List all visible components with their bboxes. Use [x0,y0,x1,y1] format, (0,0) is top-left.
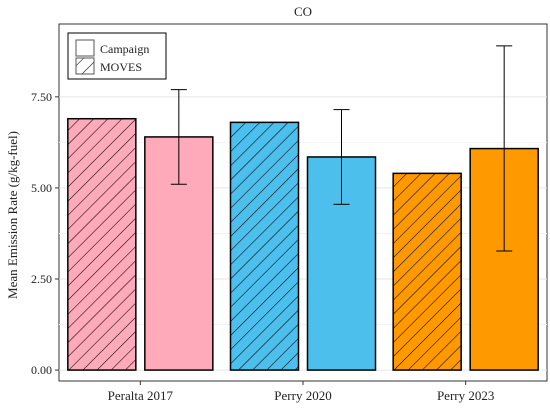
legend-label-campaign: Campaign [100,42,149,56]
legend-swatch-campaign [75,39,95,57]
bars [67,45,539,371]
x-tick-label: Perry 2020 [274,388,331,403]
chart-title: CO [294,4,312,19]
bar-hatch [230,122,299,371]
bar-hatch [67,118,136,371]
y-tick-label: 2.50 [31,272,52,286]
bar-outline [229,121,300,371]
legend-label-moves: MOVES [100,60,142,74]
legend: Campaign MOVES [67,32,167,80]
plot-panel [58,23,548,382]
bar-hatch [393,173,462,371]
bar-outline [67,117,137,371]
legend-swatch-moves [75,57,95,75]
y-axis-label: Mean Emission Rate (g/kg-fuel) [5,131,20,299]
x-ticks: Peralta 2017 Perry 2020 Perry 2023 [108,381,494,403]
y-tick-label: 0.00 [31,363,52,377]
y-ticks: 0.00 2.50 5.00 7.50 [31,90,59,377]
x-tick-label: Perry 2023 [437,388,494,403]
grid-lines [59,96,547,371]
x-tick-label: Peralta 2017 [108,388,174,403]
y-tick-label: 5.00 [31,181,52,195]
bar-outline [392,172,462,371]
y-tick-label: 7.50 [31,90,52,104]
